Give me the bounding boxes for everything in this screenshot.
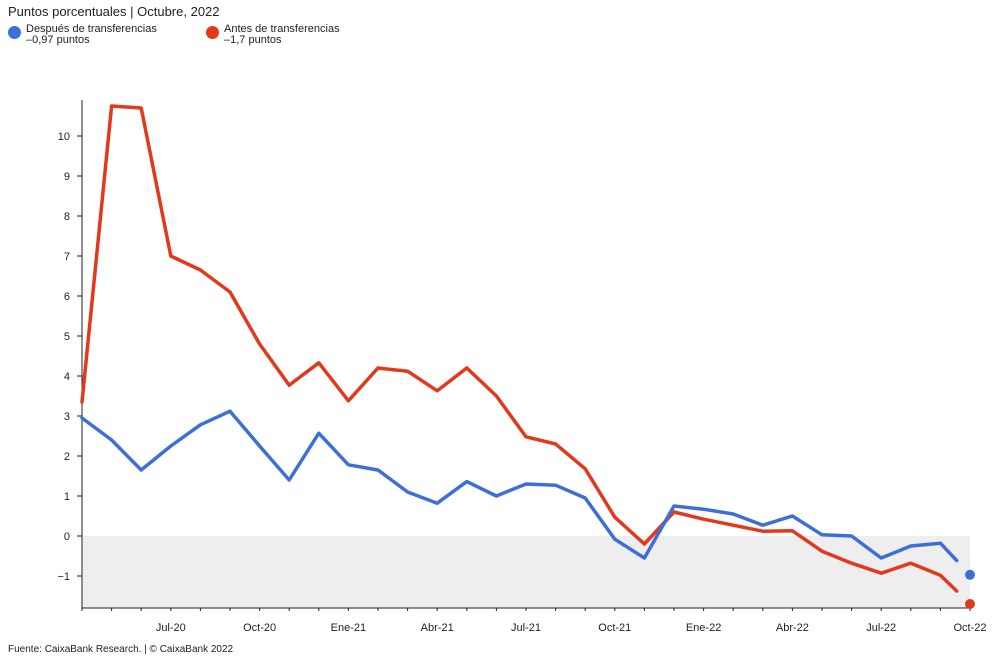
legend-swatch-before: [206, 26, 219, 39]
chart-subtitle: Puntos porcentuales | Octubre, 2022: [8, 4, 220, 19]
x-tick-label: Jul-22: [866, 622, 896, 634]
legend-value-after: –0,97 puntos: [26, 34, 90, 46]
legend: Después de transferencias –0,97 puntos A…: [8, 24, 608, 50]
series-before-end-point: [965, 599, 975, 609]
legend-swatch-after: [8, 26, 21, 39]
y-tick-label: 1: [64, 491, 70, 503]
y-tick-label: 4: [64, 371, 70, 383]
y-tick-label: 10: [58, 131, 70, 143]
y-tick-label: 6: [64, 291, 70, 303]
legend-item-after: Después de transferencias –0,97 puntos: [8, 24, 157, 46]
y-tick-label: 8: [64, 211, 70, 223]
x-tick-label: Ene-22: [686, 622, 721, 634]
series-after-line: [80, 409, 959, 563]
y-tick-label: −1: [57, 571, 70, 583]
chart-source: Fuente: CaixaBank Research. | © CaixaBan…: [8, 644, 234, 655]
line-chart: −1 0 1 2 3 4 5 6 7 8 9 10 Jul-20 Oct-20 Ene-21 Abr-21 Ju…: [57, 100, 987, 634]
legend-value-before: –1,7 puntos: [224, 34, 282, 46]
x-tick-label: Abr-22: [776, 622, 809, 634]
x-tick-label: Abr-21: [421, 622, 454, 634]
series-before-line: [80, 104, 959, 593]
y-tick-label: 2: [64, 451, 70, 463]
negative-area-band: [82, 536, 970, 608]
legend-label-after: Después de transferencias: [26, 23, 157, 35]
x-tick-label: Jul-21: [511, 622, 541, 634]
y-tick-label: 5: [64, 331, 70, 343]
y-tick-label: 0: [64, 531, 70, 543]
series-after-end-point: [965, 569, 975, 580]
y-tick-label: 3: [64, 411, 70, 423]
legend-label-before: Antes de transferencias: [224, 23, 340, 35]
x-tick-label: Ene-21: [331, 622, 366, 634]
x-tick-label: Oct-22: [953, 622, 986, 634]
x-tick-label: Oct-21: [598, 622, 631, 634]
x-tick-label: Jul-20: [156, 622, 186, 634]
x-tick-label: Oct-20: [243, 622, 276, 634]
y-tick-label: 9: [64, 171, 70, 183]
y-tick-label: 7: [64, 251, 70, 263]
legend-item-before: Antes de transferencias –1,7 puntos: [206, 24, 340, 46]
